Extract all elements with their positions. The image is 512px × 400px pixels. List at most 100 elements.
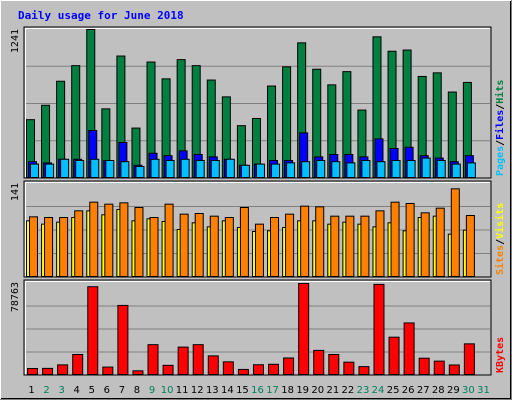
visits-sites-bar (44, 217, 54, 277)
kbytes-kbytes-bar (27, 367, 38, 376)
legend-item: / (495, 140, 506, 146)
traffic-pages-bar (466, 162, 476, 178)
traffic-pages-bar (271, 163, 281, 179)
kbytes-kbytes-bar (87, 286, 99, 375)
visits-sites-bar (300, 205, 310, 278)
kbytes-kbytes-bar (403, 322, 415, 376)
visits-sites-bar (254, 223, 264, 278)
day-label: 26 (402, 385, 415, 396)
traffic-pages-bar (225, 158, 235, 179)
kbytes-kbytes-bar (222, 361, 234, 375)
traffic-pages-bar (451, 163, 461, 179)
visits-sites-bar (315, 206, 325, 277)
kbytes-kbytes-bar (283, 357, 295, 376)
kbytes-kbytes-bar (358, 366, 370, 376)
legend-item: Sites (494, 245, 506, 275)
visits-sites-bar (209, 215, 219, 278)
visits-sites-bar (134, 207, 144, 277)
visits-sites-bar (89, 201, 99, 278)
visits-sites-bar (450, 188, 460, 277)
legend-item: KBytes (495, 337, 506, 373)
traffic-pages-bar (361, 159, 371, 178)
day-label: 8 (134, 385, 140, 396)
visits-sites-bar (390, 201, 400, 278)
traffic-pages-bar (406, 159, 416, 178)
labels-layer: 1 2 3 4 5 6 7 8 9 10 11 12 13 14 15 16 17 18 19 20 21 22 23 24 2… (28, 80, 506, 396)
day-label: 31 (477, 385, 490, 396)
traffic-pages-bar (240, 164, 250, 178)
kbytes-kbytes-bar (343, 361, 355, 376)
legend-item: Pages (495, 146, 506, 176)
day-label: 4 (74, 385, 80, 396)
traffic-pages-bar (436, 159, 446, 178)
legend-item: Visits (494, 203, 506, 239)
visits-sites-bar (194, 213, 204, 277)
visits-sites-bar (435, 207, 445, 278)
kbytes-kbytes-bar (147, 344, 159, 375)
kbytes-kbytes-bar (313, 349, 325, 376)
traffic-pages-bar (316, 159, 326, 178)
traffic-pages-bar (120, 161, 130, 179)
day-label: 30 (462, 385, 475, 396)
kbytes-kbytes-bar (207, 355, 219, 376)
kbytes-kbytes-bar (388, 336, 400, 375)
visits-sites-bar (345, 215, 355, 278)
day-label: 13 (206, 385, 219, 396)
day-label: 18 (281, 385, 294, 396)
visits-sites-bar (330, 215, 340, 278)
legend-item: Files (494, 110, 506, 140)
visits-sites-bar (360, 215, 370, 278)
legend-item: Hits (494, 80, 506, 104)
traffic-pages-bar (45, 163, 55, 179)
kbytes-kbytes-bar (162, 364, 174, 375)
day-label: 11 (176, 385, 189, 396)
kbytes-kbytes-bar (448, 364, 460, 376)
kbytes-kbytes-bar (132, 370, 144, 376)
kbytes-kbytes-bar (433, 360, 445, 375)
visits-sites-bar (29, 216, 38, 277)
traffic-pages-bar (165, 159, 175, 178)
visits-sites-bar (285, 213, 295, 278)
visits-sites-bar (239, 207, 249, 277)
traffic-pages-bar (421, 157, 431, 178)
kbytes-kbytes-bar (328, 353, 340, 376)
traffic-pages-bar (255, 163, 265, 179)
visits-sites-bar (164, 203, 174, 278)
kbytes-kbytes-bar (72, 353, 84, 376)
traffic-pages-bar (331, 161, 341, 179)
visits-sites-bar (179, 213, 189, 278)
legend-item: / (495, 104, 506, 110)
visits-sites-bar (119, 202, 129, 277)
day-label: 14 (221, 385, 234, 396)
traffic-legend: Pages/Files/Hits (494, 80, 506, 176)
traffic-pages-bar (180, 158, 190, 179)
kbytes-kbytes-bar (237, 368, 249, 376)
traffic-pages-bar (391, 159, 401, 178)
day-label: 3 (58, 385, 64, 396)
bars-layer (26, 29, 476, 376)
day-label: 27 (417, 385, 430, 396)
kbytes-kbytes-bar (192, 344, 204, 375)
traffic-pages-bar (376, 161, 386, 179)
visits-sites-bar (270, 217, 280, 277)
traffic-pages-bar (75, 159, 85, 178)
traffic-pages-bar (346, 162, 356, 178)
day-label: 29 (447, 385, 460, 396)
day-label: 5 (89, 385, 95, 396)
kbytes-kbytes-bar (57, 364, 69, 375)
traffic-pages-bar (90, 158, 100, 179)
legend-item: / (495, 239, 506, 245)
traffic-pages-bar (30, 163, 39, 179)
visits-sites-bar (149, 217, 159, 277)
kbytes-kbytes-bar (177, 346, 189, 376)
day-label: 9 (149, 385, 155, 396)
day-label: 23 (357, 385, 370, 396)
day-label: 6 (104, 385, 110, 396)
visits-max-label: 141 (10, 183, 21, 201)
visits-sites-bar (104, 203, 114, 278)
traffic-pages-bar (286, 162, 296, 178)
visits-sites-bar (465, 215, 475, 277)
kbytes-kbytes-bar (252, 364, 264, 376)
